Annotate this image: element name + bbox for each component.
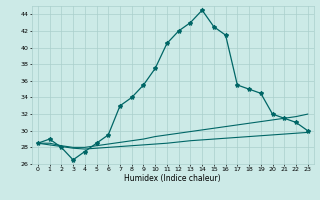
X-axis label: Humidex (Indice chaleur): Humidex (Indice chaleur): [124, 174, 221, 183]
